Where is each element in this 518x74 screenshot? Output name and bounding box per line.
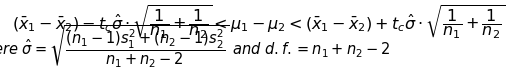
Text: $(\bar{x}_1 - \bar{x}_2) - t_c\hat{\sigma} \cdot \sqrt{\dfrac{1}{n_1} + \dfrac{1: $(\bar{x}_1 - \bar{x}_2) - t_c\hat{\sigm… [12, 4, 506, 41]
Text: $\it{where}\ \hat{\sigma} = \sqrt{\dfrac{(n_1 - 1)s_1^2 + (n_2 - 1)s_2^2}{n_1 + : $\it{where}\ \hat{\sigma} = \sqrt{\dfrac… [0, 23, 391, 70]
